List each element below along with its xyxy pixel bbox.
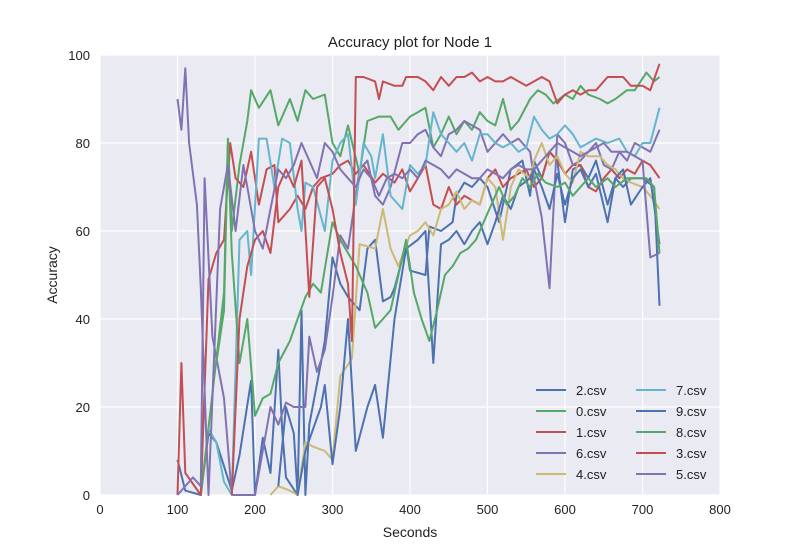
x-axis-label: Seconds (383, 524, 437, 540)
x-tick-label: 700 (632, 502, 654, 517)
legend-label: 8.csv (676, 425, 707, 440)
x-tick-label: 300 (322, 502, 344, 517)
legend-label: 2.csv (576, 383, 607, 398)
y-tick-label: 80 (76, 136, 90, 151)
series-line-3 (230, 63, 661, 496)
series-line-7 (207, 107, 661, 496)
legend-label: 3.csv (676, 446, 707, 461)
legend-label: 5.csv (676, 467, 707, 482)
legend-label: 6.csv (576, 446, 607, 461)
series-line-6 (176, 120, 661, 496)
tick-labels: 0 100 200 300 400 500 600 700 800 0 20 40 60 80 100 (68, 48, 731, 517)
chart-title: Accuracy plot for Node 1 (328, 34, 492, 51)
series-line-0 (199, 71, 661, 496)
legend-label: 1.csv (576, 425, 607, 440)
x-tick-label: 800 (709, 502, 731, 517)
series-lines (176, 63, 661, 496)
y-axis-label: Accuracy (44, 246, 60, 304)
series-line-4 (269, 142, 661, 496)
x-tick-label: 600 (554, 502, 576, 517)
legend-label: 7.csv (676, 383, 707, 398)
series-line-9 (277, 168, 661, 496)
series-line-5 (176, 67, 660, 496)
y-tick-label: 20 (76, 400, 90, 415)
y-tick-label: 0 (83, 488, 90, 503)
y-tick-label: 100 (68, 48, 90, 63)
legend-label: 4.csv (576, 467, 607, 482)
x-tick-label: 500 (477, 502, 499, 517)
x-tick-label: 100 (167, 502, 189, 517)
y-tick-label: 40 (76, 312, 90, 327)
x-tick-label: 400 (399, 502, 421, 517)
y-tick-label: 60 (76, 224, 90, 239)
legend: 2.csv 0.csv 1.csv 6.csv 4.csv 7.csv 9.csv 8.csv… (536, 383, 707, 482)
legend-label: 9.csv (676, 404, 707, 419)
legend-label: 0.csv (576, 404, 607, 419)
series-line-8 (215, 142, 661, 417)
x-tick-label: 0 (96, 502, 103, 517)
x-tick-label: 200 (244, 502, 266, 517)
